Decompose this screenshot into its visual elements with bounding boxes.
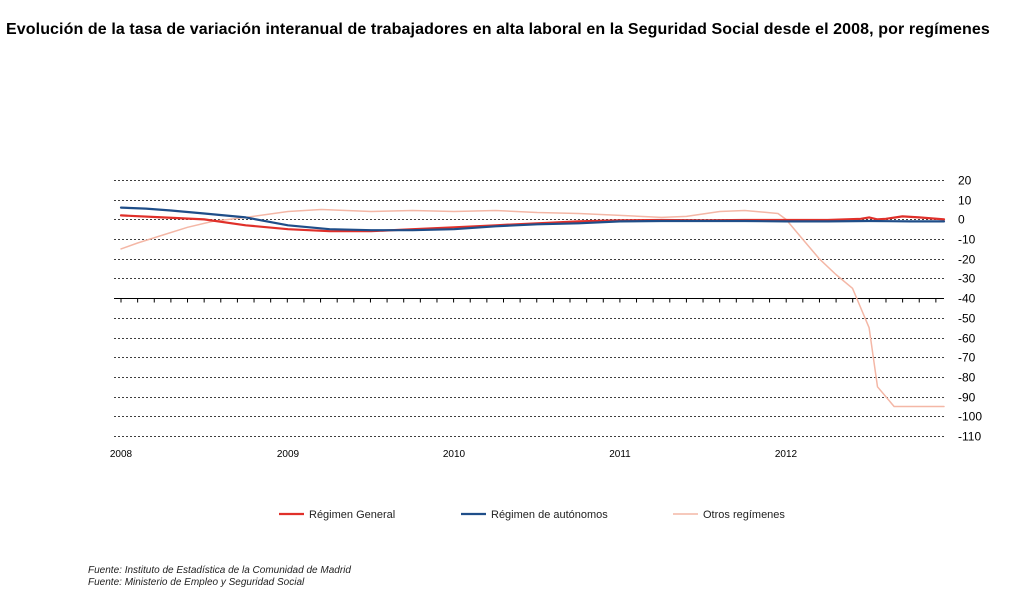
y-tick-label: 20 [958,174,972,188]
y-tick-label: -50 [958,312,976,326]
y-axis-ticks: 20 10 0 -10 -20 -30 -40 -50 -60 -70 -80 -90 -100 -110 [958,174,982,444]
source-line-1: Fuente: Instituto de Estadística de la C… [88,565,351,576]
y-tick-label: -110 [958,430,981,444]
y-tick-label: -70 [958,351,976,365]
x-axis-ticks: 2008 2009 2010 2011 2012 [110,449,798,460]
y-tick-label: -40 [958,292,976,306]
y-tick-label: 10 [958,194,972,208]
x-tick-label: 2010 [443,449,466,460]
y-tick-label: -100 [958,410,982,424]
chart-title: Evolución de la tasa de variación intera… [6,21,990,38]
legend-item: Régimen de autónomos [461,509,608,521]
series-lines [119,206,946,408]
series-line-3 [120,208,945,408]
x-tick-label: 2012 [775,449,798,460]
x-tick-label: 2011 [609,449,631,460]
y-tick-label: -60 [958,332,976,346]
y-tick-label: 0 [958,213,965,227]
legend-item: Otros regímenes [673,509,785,521]
legend-label: Régimen General [309,509,395,521]
y-tick-label: -30 [958,272,976,286]
y-tick-label: -10 [958,233,976,247]
series-line-2 [119,206,946,232]
y-tick-label: -80 [958,371,976,385]
x-tick-label: 2008 [110,449,133,460]
x-axis [114,298,944,303]
y-tick-label: -90 [958,391,976,405]
legend-label: Otros regímenes [703,509,785,521]
legend-label: Régimen de autónomos [491,509,608,521]
source-line-2: Fuente: Ministerio de Empleo y Seguridad… [88,577,305,588]
sources: Fuente: Instituto de Estadística de la C… [88,565,351,589]
legend: Régimen General Régimen de autónomos Otros… [279,509,785,521]
legend-item: Régimen General [279,509,395,521]
y-tick-label: -20 [958,253,976,267]
x-tick-label: 2009 [277,449,300,460]
